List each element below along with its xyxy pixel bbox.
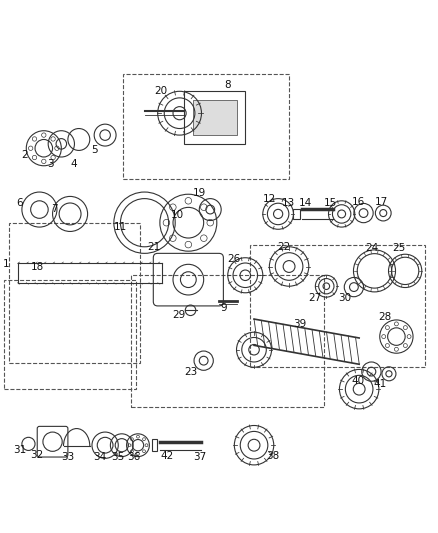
Text: 32: 32	[31, 450, 44, 460]
Text: 25: 25	[392, 243, 405, 253]
Text: 8: 8	[224, 80, 231, 90]
Bar	[193, 100, 237, 135]
Text: 38: 38	[266, 451, 279, 461]
Text: 36: 36	[127, 452, 140, 462]
Text: 19: 19	[193, 188, 206, 198]
Text: 13: 13	[282, 198, 295, 208]
Text: 4: 4	[70, 159, 77, 168]
Bar	[184, 91, 245, 144]
Text: 30: 30	[339, 293, 352, 303]
Text: 3: 3	[47, 159, 54, 168]
Text: 27: 27	[309, 293, 322, 303]
Bar	[293, 209, 300, 219]
Text: 26: 26	[228, 254, 241, 264]
Text: 24: 24	[366, 243, 379, 253]
Bar	[4, 280, 136, 389]
Text: 5: 5	[91, 146, 98, 156]
Text: 10: 10	[171, 210, 184, 220]
Text: 1: 1	[3, 260, 10, 269]
Text: 41: 41	[374, 379, 387, 389]
Text: 28: 28	[378, 312, 391, 322]
Text: 31: 31	[13, 445, 26, 455]
Bar	[131, 275, 324, 407]
Text: 29: 29	[172, 310, 185, 320]
Text: 22: 22	[277, 242, 290, 252]
Text: 37: 37	[193, 452, 206, 462]
Text: 17: 17	[375, 197, 389, 207]
Text: 11: 11	[114, 222, 127, 232]
Bar	[250, 245, 425, 367]
Text: 9: 9	[220, 303, 227, 313]
Text: 20: 20	[155, 86, 168, 96]
Text: 12: 12	[263, 193, 276, 204]
Text: 35: 35	[111, 452, 124, 462]
Text: 15: 15	[324, 198, 337, 208]
Text: 18: 18	[31, 262, 44, 271]
Bar	[152, 439, 157, 451]
Bar	[123, 74, 289, 179]
Text: 39: 39	[293, 319, 307, 329]
Text: 23: 23	[184, 367, 197, 377]
Text: 7: 7	[51, 204, 58, 214]
Text: 42: 42	[161, 451, 174, 461]
Bar	[9, 223, 140, 363]
Text: 40: 40	[352, 376, 365, 386]
Text: 16: 16	[352, 197, 365, 207]
Text: 6: 6	[16, 198, 23, 208]
Text: 33: 33	[61, 452, 74, 462]
Text: 14: 14	[299, 198, 312, 208]
Text: 2: 2	[21, 150, 28, 160]
Text: 21: 21	[148, 242, 161, 252]
Text: 34: 34	[93, 452, 106, 462]
